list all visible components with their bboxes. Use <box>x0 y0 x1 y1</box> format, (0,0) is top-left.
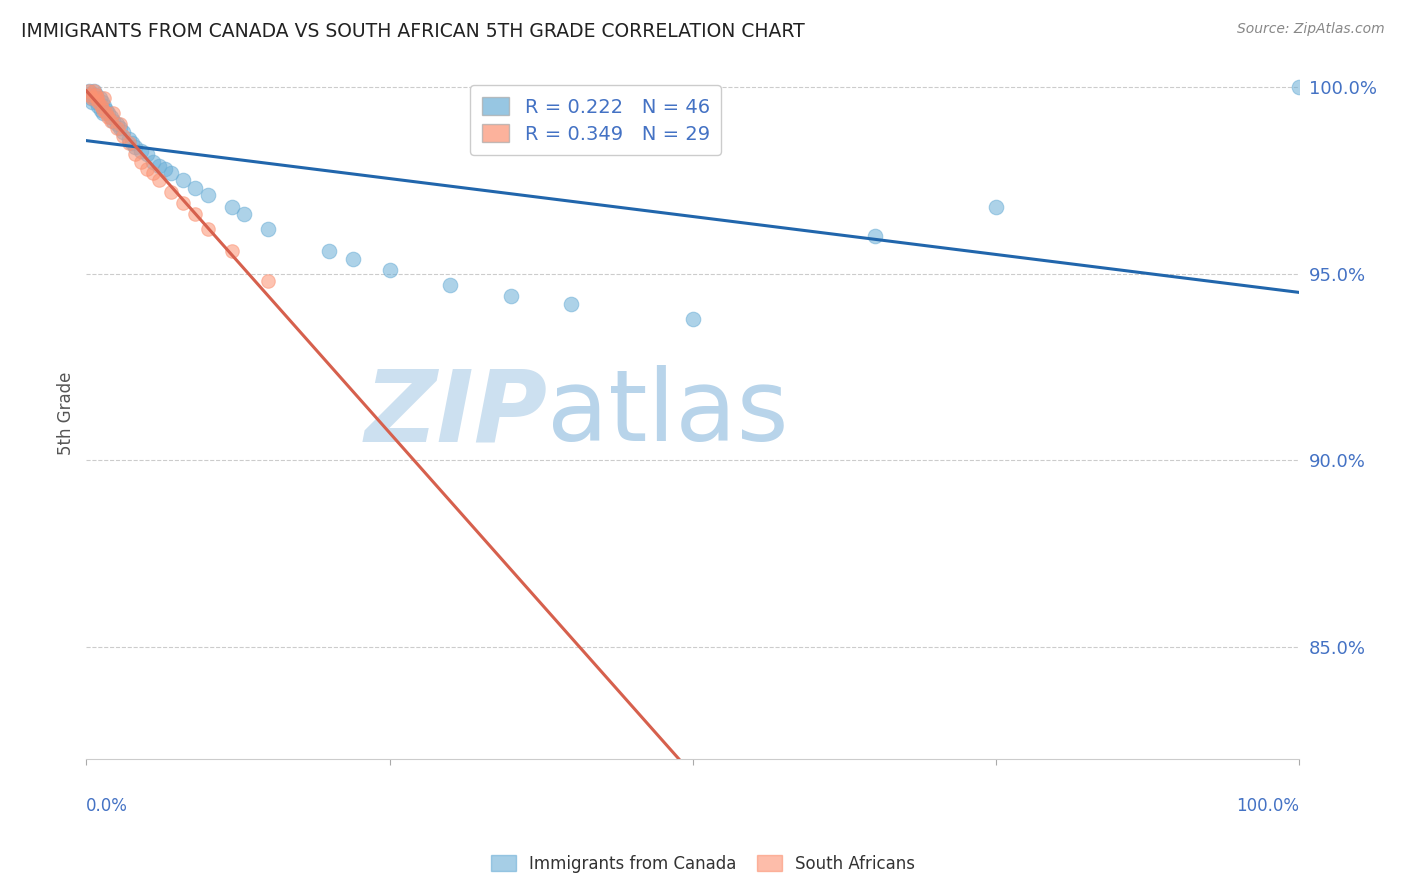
Point <box>91 103 114 117</box>
Point <box>160 185 183 199</box>
Point <box>172 173 194 187</box>
Point <box>79 87 101 102</box>
Legend: Immigrants from Canada, South Africans: Immigrants from Canada, South Africans <box>484 848 922 880</box>
Point <box>197 188 219 202</box>
Point <box>121 136 143 150</box>
Point <box>148 159 170 173</box>
Point <box>110 118 132 132</box>
Point <box>257 274 280 288</box>
Point <box>93 91 115 105</box>
Point <box>221 200 243 214</box>
Point <box>94 106 117 120</box>
Point <box>97 106 120 120</box>
Text: Source: ZipAtlas.com: Source: ZipAtlas.com <box>1237 22 1385 37</box>
Point <box>84 87 107 102</box>
Point <box>499 289 522 303</box>
Legend: R = 0.222   N = 46, R = 0.349   N = 29: R = 0.222 N = 46, R = 0.349 N = 29 <box>470 85 721 155</box>
Text: 0.0%: 0.0% <box>86 797 128 814</box>
Point <box>82 95 104 109</box>
Text: ZIP: ZIP <box>364 365 547 462</box>
Point <box>83 84 105 98</box>
Point <box>233 207 256 221</box>
Point <box>111 125 134 139</box>
Point <box>79 87 101 102</box>
Point <box>91 95 114 109</box>
Point <box>129 154 152 169</box>
Point <box>342 252 364 266</box>
Point <box>1288 80 1310 95</box>
Point <box>184 181 207 195</box>
Point <box>86 95 108 109</box>
Point <box>118 132 141 146</box>
Point <box>984 200 1007 214</box>
Point <box>91 106 114 120</box>
Point <box>136 147 159 161</box>
Point <box>378 263 401 277</box>
Point <box>80 91 103 105</box>
Text: atlas: atlas <box>547 365 789 462</box>
Point <box>82 91 104 105</box>
Point <box>111 128 134 143</box>
Point <box>105 118 128 132</box>
Point <box>682 311 704 326</box>
Point <box>124 147 146 161</box>
Point <box>93 99 115 113</box>
Point <box>136 162 159 177</box>
Point <box>148 173 170 187</box>
Point <box>77 84 100 98</box>
Point <box>90 99 112 113</box>
Point <box>197 222 219 236</box>
Point <box>142 166 165 180</box>
Point <box>124 140 146 154</box>
Point <box>110 121 132 136</box>
Point <box>863 229 886 244</box>
Point <box>318 244 340 259</box>
Point <box>87 99 110 113</box>
Point <box>142 154 165 169</box>
Point <box>100 113 122 128</box>
Point <box>129 144 152 158</box>
Point <box>118 136 141 150</box>
Point <box>89 91 111 105</box>
Point <box>560 296 582 310</box>
Y-axis label: 5th Grade: 5th Grade <box>58 372 75 455</box>
Point <box>86 91 108 105</box>
Point <box>84 87 107 102</box>
Point <box>97 110 120 124</box>
Point <box>83 91 105 105</box>
Point <box>160 166 183 180</box>
Point <box>83 84 105 98</box>
Point <box>101 106 124 120</box>
Point <box>101 113 124 128</box>
Point <box>90 103 112 117</box>
Point <box>153 162 176 177</box>
Point <box>94 103 117 117</box>
Point <box>184 207 207 221</box>
Point <box>172 195 194 210</box>
Text: IMMIGRANTS FROM CANADA VS SOUTH AFRICAN 5TH GRADE CORRELATION CHART: IMMIGRANTS FROM CANADA VS SOUTH AFRICAN … <box>21 22 804 41</box>
Point <box>105 121 128 136</box>
Point <box>77 84 100 98</box>
Point <box>221 244 243 259</box>
Text: 100.0%: 100.0% <box>1236 797 1299 814</box>
Point <box>100 110 122 124</box>
Point <box>439 277 461 292</box>
Point <box>257 222 280 236</box>
Point <box>87 95 110 109</box>
